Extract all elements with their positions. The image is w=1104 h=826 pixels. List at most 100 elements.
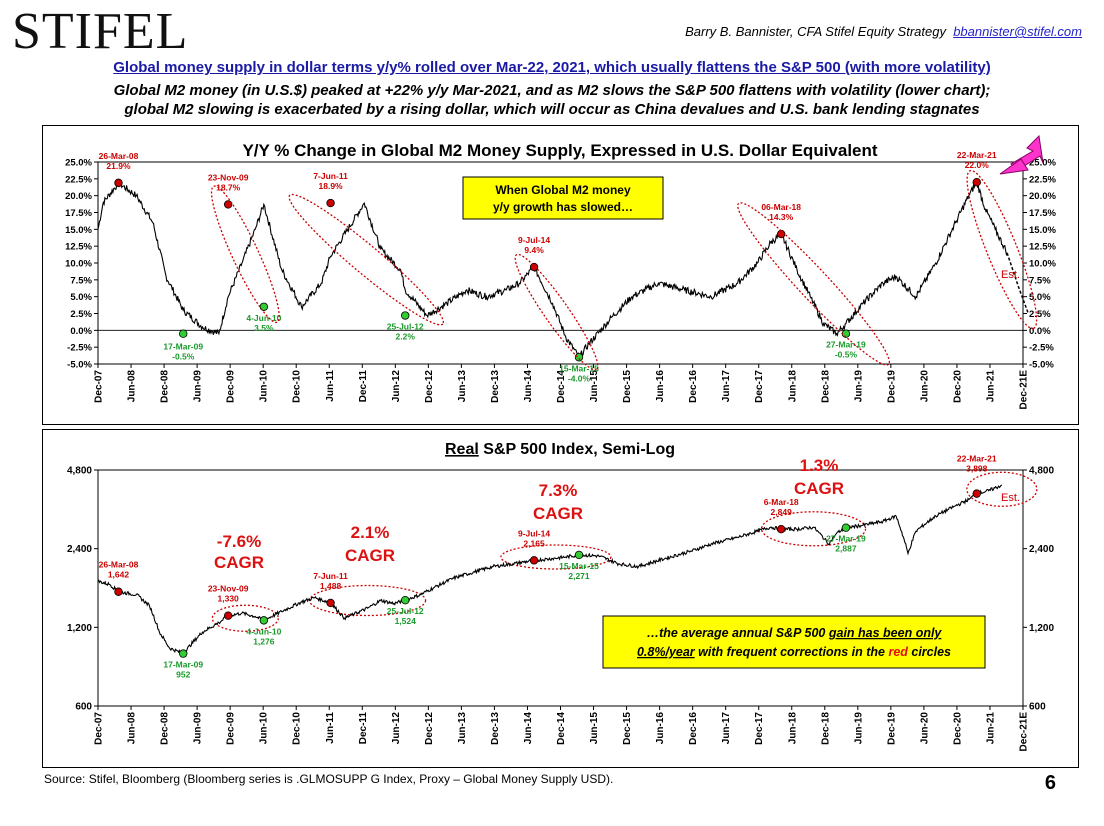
m2-callout-line-1: When Global M2 money xyxy=(495,183,631,197)
x-tick-label: Dec-07 xyxy=(94,370,105,403)
trough-marker xyxy=(259,616,269,625)
m2-chart-title: Y/Y % Change in Global M2 Money Supply, … xyxy=(242,141,877,160)
x-tick-label: Jun-18 xyxy=(787,370,798,403)
x-tick-label: Jun-19 xyxy=(853,370,864,403)
y-tick-label-right: 0.0% xyxy=(1029,326,1051,337)
headline: Global money supply in dollar terms y/y%… xyxy=(113,59,991,76)
callout-2d: circles xyxy=(908,645,951,659)
x-tick-label: Dec-09 xyxy=(226,712,237,745)
series-line xyxy=(97,484,1003,655)
y-tick-label-right: 2,400 xyxy=(1029,544,1054,555)
x-tick-label: Jun-20 xyxy=(919,712,930,745)
x-tick-label: Jun-14 xyxy=(523,370,534,403)
y-tick-label-left: 5.0% xyxy=(70,292,92,303)
cagr-label-4: 1.3% CAGR xyxy=(794,456,844,498)
decline-ellipse xyxy=(210,185,280,324)
trough-date-label: 15-Mar-15 xyxy=(559,363,599,373)
x-tick-label: Dec-14 xyxy=(556,712,567,745)
trough-date-label: 4-Jun-10 xyxy=(246,313,281,323)
sp500-callout-box xyxy=(602,615,986,669)
trough-marker xyxy=(574,353,584,362)
peak-marker xyxy=(529,556,539,565)
trough-value-label: 2,887 xyxy=(835,544,857,554)
decline-ellipse xyxy=(737,202,891,366)
trough-value-label: 952 xyxy=(176,670,190,680)
subtitle-line-2: global M2 slowing is exacerbated by a ri… xyxy=(124,101,980,118)
decline-ellipse xyxy=(966,169,1038,330)
y-tick-label-left: 25.0% xyxy=(65,158,92,169)
x-tick-label: Jun-15 xyxy=(589,712,600,745)
peak-value-label: 1,488 xyxy=(320,581,342,591)
cagr-3-value: 7.3% xyxy=(539,481,578,500)
sp500-callout-line-1: …the average annual S&P 500 gain has bee… xyxy=(647,626,943,640)
y-tick-label-right: 2.5% xyxy=(1029,309,1051,320)
x-tick-label: Jun-17 xyxy=(721,712,732,745)
x-tick-label: Dec-09 xyxy=(226,370,237,403)
correction-circle xyxy=(966,471,1038,507)
cagr-label-1: -7.6% CAGR xyxy=(214,532,264,572)
y-tick-label-left: 1,200 xyxy=(67,623,92,634)
y-tick-label-right: 4,800 xyxy=(1029,466,1054,477)
y-tick-label-right: 12.5% xyxy=(1029,242,1056,253)
x-tick-label: Jun-08 xyxy=(127,712,138,745)
y-tick-label-left: 4,800 xyxy=(67,466,92,477)
cagr-2-value: 2.1% xyxy=(351,523,390,542)
sp500-chart-panel: Real S&P 500 Index, Semi-Log 4,800 4,800 2… xyxy=(42,429,1079,768)
x-tick-label: Jun-13 xyxy=(457,370,468,403)
y-tick-label-right: 22.5% xyxy=(1029,174,1056,185)
x-tick-label: Dec-16 xyxy=(688,370,699,403)
peak-date-label: 23-Nov-09 xyxy=(208,584,249,594)
cagr-4-value: 1.3% xyxy=(800,456,839,475)
peak-date-label: 9-Jul-14 xyxy=(518,235,550,245)
trough-marker xyxy=(401,596,410,605)
y-tick-label-left: 20.0% xyxy=(65,191,92,202)
peak-value-label: 2,165 xyxy=(523,538,545,548)
trough-value-label: 2.2% xyxy=(396,332,416,342)
trough-value-label: -0.5% xyxy=(835,350,858,360)
m2-callout-box xyxy=(462,176,664,220)
peak-marker xyxy=(776,525,786,534)
trough-date-label: 17-Mar-09 xyxy=(163,660,203,670)
peak-value-label: 18.7% xyxy=(216,182,241,192)
x-tick-label: Jun-11 xyxy=(325,712,336,744)
peak-marker xyxy=(114,178,123,188)
trough-marker xyxy=(179,649,188,658)
x-tick-label: Dec-19 xyxy=(886,370,897,403)
x-tick-label: Dec-08 xyxy=(160,370,171,403)
trough-value-label: -0.5% xyxy=(172,352,195,362)
cagr-label-2: 2.1% CAGR xyxy=(345,523,395,565)
y-tick-label-right: 600 xyxy=(1029,702,1046,713)
x-tick-label: Jun-12 xyxy=(391,370,402,403)
m2-axes: 25.0%25.0%22.5%22.5%20.0%20.0%17.5%17.5%… xyxy=(65,158,1056,410)
peak-date-label: 22-Mar-21 xyxy=(957,454,997,464)
y-tick-label-left: 2.5% xyxy=(70,309,92,320)
x-tick-label: Jun-14 xyxy=(523,712,534,745)
y-tick-label-left: 17.5% xyxy=(65,208,92,219)
cagr-1-value: -7.6% xyxy=(217,532,261,551)
trough-value-label: 1,276 xyxy=(253,636,275,646)
decline-ellipse xyxy=(514,253,599,371)
x-tick-label: Dec-18 xyxy=(820,370,831,403)
peak-date-label: 9-Jul-14 xyxy=(518,528,550,538)
peak-date-label: 6-Mar-18 xyxy=(764,497,799,507)
peak-date-label: 23-Nov-09 xyxy=(208,172,249,182)
x-tick-label: Jun-10 xyxy=(259,712,270,745)
peak-value-label: 3,898 xyxy=(966,464,988,474)
author-email-link[interactable]: bbannister@stifel.com xyxy=(953,24,1082,39)
x-tick-label: Dec-13 xyxy=(490,712,501,745)
correction-circle xyxy=(500,544,612,570)
trough-date-label: 4-Jun-10 xyxy=(246,626,281,636)
y-tick-label-right: -2.5% xyxy=(1029,343,1054,354)
peak-value-label: 9.4% xyxy=(524,245,544,255)
sp500-title-real: Real xyxy=(445,441,479,458)
x-tick-label: Dec-17 xyxy=(754,712,765,745)
m2-callout-line-2: y/y growth has slowed… xyxy=(493,200,633,214)
sp500-title-rest: S&P 500 Index, Semi-Log xyxy=(479,441,675,458)
x-tick-label: Dec-20 xyxy=(952,370,963,403)
x-tick-label: Dec-07 xyxy=(94,712,105,745)
x-tick-label: Jun-09 xyxy=(193,370,204,403)
sp500-chart-svg: Real S&P 500 Index, Semi-Log 4,800 4,800 2… xyxy=(67,441,1054,752)
correction-circle xyxy=(211,604,279,632)
x-tick-label: Dec-11 xyxy=(358,370,369,403)
